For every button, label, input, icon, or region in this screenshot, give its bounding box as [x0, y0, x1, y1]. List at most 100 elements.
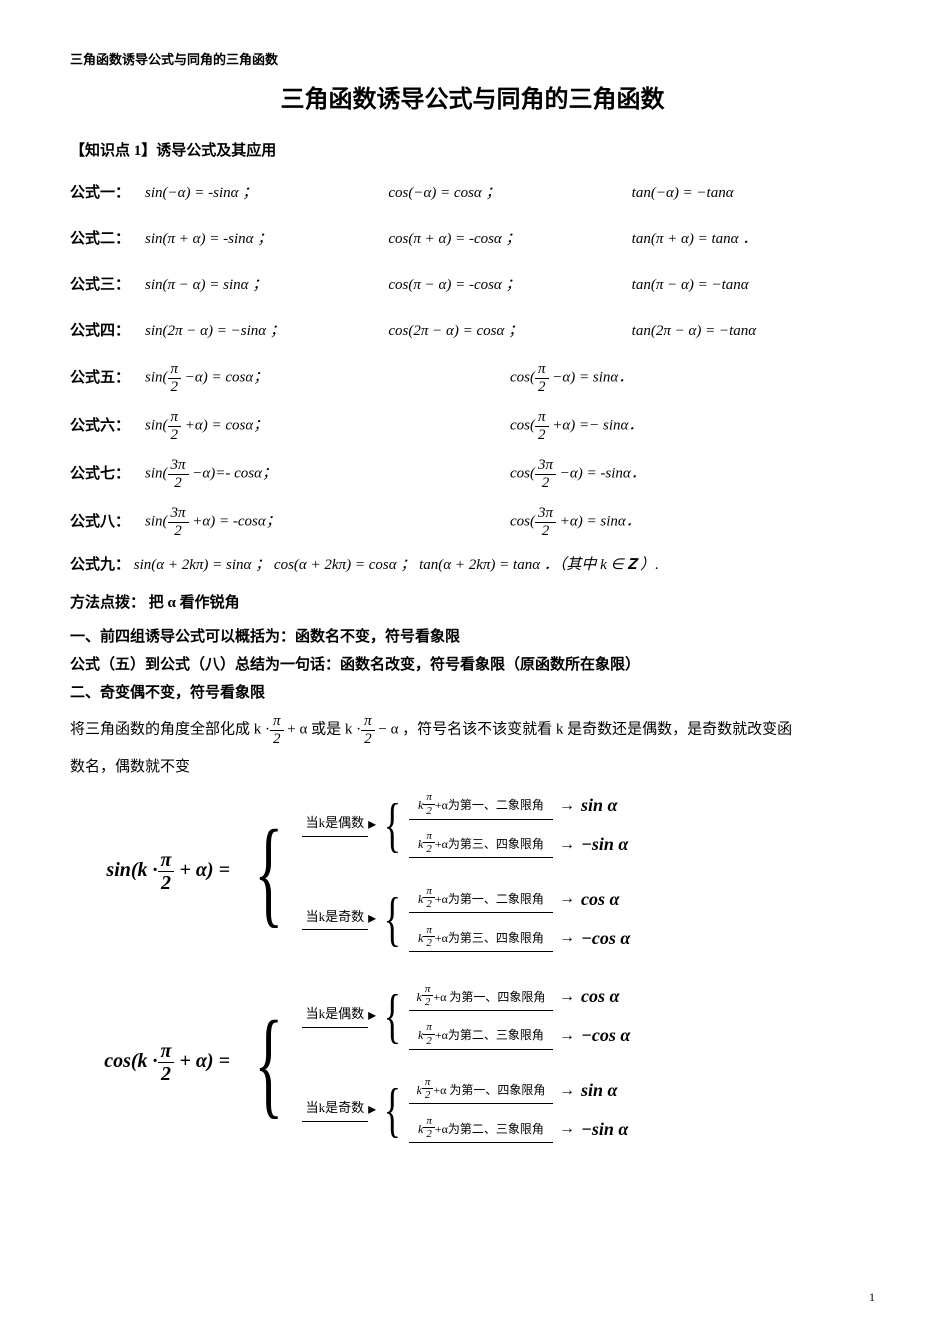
case-condition: kπ2+α 为第一、四象限角: [409, 1076, 553, 1104]
big-brace-icon: {: [254, 818, 283, 926]
frac-den: 2: [422, 1089, 434, 1101]
fraction: π2: [535, 409, 549, 443]
formula-label: 公式八：: [70, 510, 145, 534]
frac-num: π: [423, 924, 435, 937]
frac-den: 2: [423, 1128, 435, 1140]
lhs-post: + α) =: [174, 1051, 230, 1073]
frac-den: 2: [168, 523, 189, 540]
fraction: π2: [423, 885, 435, 910]
page-title: 三角函数诱导公式与同角的三角函数: [70, 81, 875, 119]
branch-odd: 当k是奇数 ▸ { kπ2+α为第一、二象限角 → cos α kπ2+α为第三…: [302, 885, 631, 953]
branch-label-odd: 当k是奇数: [302, 907, 369, 931]
fraction: 3π2: [535, 457, 556, 491]
arrow-icon: →: [559, 793, 575, 819]
case-line: kπ2+α 为第一、四象限角 → sin α: [409, 1076, 628, 1105]
fraction: π2: [423, 1021, 435, 1046]
fraction: 3π2: [168, 505, 189, 539]
branch-column: 当k是偶数 ▸ { kπ2+α为第一、二象限角 → sin α kπ2+α为第三…: [302, 791, 631, 952]
branch-label-odd: 当k是奇数: [302, 1098, 369, 1122]
result: −sin α: [581, 830, 628, 859]
frac-num: π: [423, 885, 435, 898]
formula-row-9: 公式九： sin(α + 2kπ) = sinα ； cos(α + 2kπ) …: [70, 553, 875, 577]
case-line: kπ2+α为第二、三象限角 → −cos α: [409, 1021, 630, 1050]
frac-den: 2: [423, 937, 435, 949]
fraction: π2: [270, 713, 284, 747]
formula-cell: cos(−α) = cosα ；: [388, 181, 631, 205]
f-pre: sin(: [145, 514, 168, 530]
arrow-icon: →: [559, 832, 575, 858]
cond-text: +α为第一、二象限角: [435, 799, 544, 813]
frac-num: π: [422, 983, 434, 996]
formula-row-4: 公式四： sin(2π − α) = −sinα ； cos(2π − α) =…: [70, 315, 875, 347]
frac-den: 2: [168, 427, 182, 444]
f-pre: sin(: [145, 466, 168, 482]
fraction: π2: [423, 924, 435, 949]
lhs-pre: sin(k ·: [106, 859, 157, 881]
frac-den: 2: [168, 475, 189, 492]
formula-cell: tan(−α) = −tanα: [632, 181, 875, 205]
formula-label: 公式九：: [70, 557, 130, 573]
formula-cell: cos(3π2 +α) = sinα．: [510, 505, 875, 539]
tips-heading: 方法点拨： 把 α 看作锐角: [70, 591, 875, 615]
case-column: kπ2+α 为第一、四象限角 → cos α kπ2+α为第二、三象限角 → −…: [409, 982, 630, 1050]
formula-label: 公式二：: [70, 227, 145, 251]
case-condition: kπ2+α为第一、二象限角: [409, 791, 553, 819]
case-condition: kπ2+α为第二、三象限角: [409, 1115, 553, 1143]
case-column: kπ2+α 为第一、四象限角 → sin α kπ2+α为第二、三象限角 → −…: [409, 1076, 628, 1144]
frac-num: π: [158, 849, 175, 872]
arrow-icon: →: [559, 1116, 575, 1142]
f-post: −α) = cosα；: [181, 370, 268, 386]
frac-den: 2: [423, 1035, 435, 1047]
result: −sin α: [581, 1115, 628, 1144]
formula-cell: tan(π + α) = tanα ．: [632, 227, 875, 251]
formula-row-3: 公式三： sin(π − α) = sinα ； cos(π − α) = -c…: [70, 269, 875, 301]
frac-den: 2: [535, 427, 549, 444]
case-condition: kπ2+α为第三、四象限角: [409, 830, 553, 858]
case-line: kπ2+α为第一、二象限角 → sin α: [409, 791, 628, 820]
arrow-icon: →: [559, 925, 575, 951]
f-pre: sin(: [145, 418, 168, 434]
frac-num: 3π: [535, 505, 556, 523]
fraction: π2: [423, 1115, 435, 1140]
frac-num: π: [423, 1021, 435, 1034]
big-brace-icon: {: [254, 1009, 283, 1117]
frac-num: π: [423, 830, 435, 843]
case-condition: kπ2+α为第二、三象限角: [409, 1021, 553, 1049]
cond-text: +α为第一、二象限角: [435, 892, 544, 906]
formula-row-7: 公式七： sin(3π2 −α)=- cosα； cos(3π2 −α) = -…: [70, 457, 875, 491]
formula-cell: sin(2π − α) = −sinα ；: [145, 319, 388, 343]
formula-cell: tan(2π − α) = −tanα: [632, 319, 875, 343]
arrow-icon: ▸: [368, 812, 376, 838]
branch-even: 当k是偶数 ▸ { kπ2+α 为第一、四象限角 → cos α kπ2+α为第…: [302, 982, 631, 1050]
result: sin α: [581, 791, 617, 820]
formula-cell: cos(π2 −α) = sinα．: [510, 361, 875, 395]
formula-label: 公式一：: [70, 181, 145, 205]
frac-den: 2: [158, 872, 175, 894]
formula-row-2: 公式二： sin(π + α) = -sinα ； cos(π + α) = -…: [70, 223, 875, 255]
formula-row-8: 公式八： sin(3π2 +α) = -cosα； cos(3π2 +α) = …: [70, 505, 875, 539]
result: −cos α: [581, 1021, 630, 1050]
formula-cell: cos(3π2 −α) = -sinα．: [510, 457, 875, 491]
formula-label: 公式七：: [70, 462, 145, 486]
branch-column: 当k是偶数 ▸ { kπ2+α 为第一、四象限角 → cos α kπ2+α为第…: [302, 982, 631, 1143]
frac-den: 2: [423, 843, 435, 855]
case-line: kπ2+α 为第一、四象限角 → cos α: [409, 982, 630, 1011]
fraction: π2: [168, 409, 182, 443]
running-header: 三角函数诱导公式与同角的三角函数: [70, 50, 875, 71]
f-pre: cos(: [510, 466, 535, 482]
fraction: π2: [422, 1076, 434, 1101]
summary-2: 公式（五）到公式（八）总结为一句话：函数名改变，符号看象限（原函数所在象限）: [70, 653, 875, 677]
formula-label: 公式四：: [70, 319, 145, 343]
page-number: 1: [869, 1288, 875, 1307]
f-pre: cos(: [510, 370, 535, 386]
lhs-pre: cos(k ·: [104, 1051, 157, 1073]
frac-den: 2: [535, 379, 549, 396]
frac-num: 3π: [535, 457, 556, 475]
arrow-icon: ▸: [368, 906, 376, 932]
branch-label-even: 当k是偶数: [302, 813, 369, 837]
frac-den: 2: [361, 731, 375, 748]
case-condition: kπ2+α 为第一、四象限角: [409, 983, 553, 1011]
formula-cell: cos(π + α) = -cosα ；: [388, 227, 631, 251]
frac-den: 2: [535, 475, 556, 492]
body-paragraph-2: 数名，偶数就不变: [70, 755, 875, 779]
